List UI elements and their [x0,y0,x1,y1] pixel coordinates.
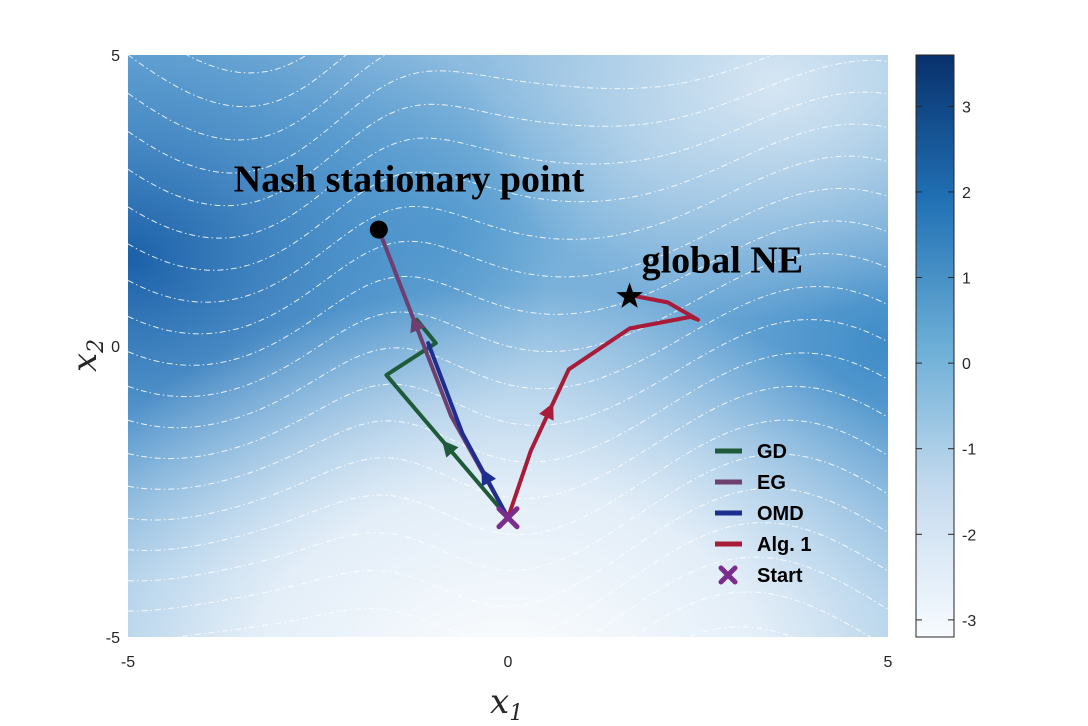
x-tick-label: 5 [884,654,893,671]
legend-label: EG [757,472,786,494]
colorbar-gradient [916,55,954,637]
x-tick-label: 0 [504,654,513,671]
plot-area [128,0,888,726]
legend-label: Alg. 1 [757,534,811,556]
y-tick-label: 5 [111,48,120,65]
annotation-global-ne: global NE [642,240,804,282]
colorbar-tick-label: 0 [962,356,971,373]
legend-label: OMD [757,503,804,525]
colorbar-tick-label: -1 [962,442,976,459]
legend-label: GD [757,441,787,463]
y-tick-label: 0 [111,339,120,356]
colorbar-tick-label: 2 [962,185,971,202]
colorbar-tick-label: 1 [962,271,971,288]
colorbar-tick-label: 3 [962,99,971,116]
colorbar-tick-label: -2 [962,527,976,544]
legend-label: Start [757,565,803,587]
x-axis-title: x1 [490,682,523,726]
x-axis-title-subscript: 1 [509,701,523,726]
x-axis-ticks: -5 0 5 [121,654,893,671]
y-axis-title-subscript: 2 [84,339,109,354]
colorbar-tick-label: -3 [962,613,976,630]
nash-stationary-point-marker [370,221,388,239]
colorbar: 3 2 1 0 -1 -2 -3 [916,55,976,637]
y-axis-title: x2 [65,339,109,372]
y-tick-label: -5 [106,630,120,647]
x-tick-label: -5 [121,654,135,671]
annotation-nash-stationary-point: Nash stationary point [234,159,585,201]
